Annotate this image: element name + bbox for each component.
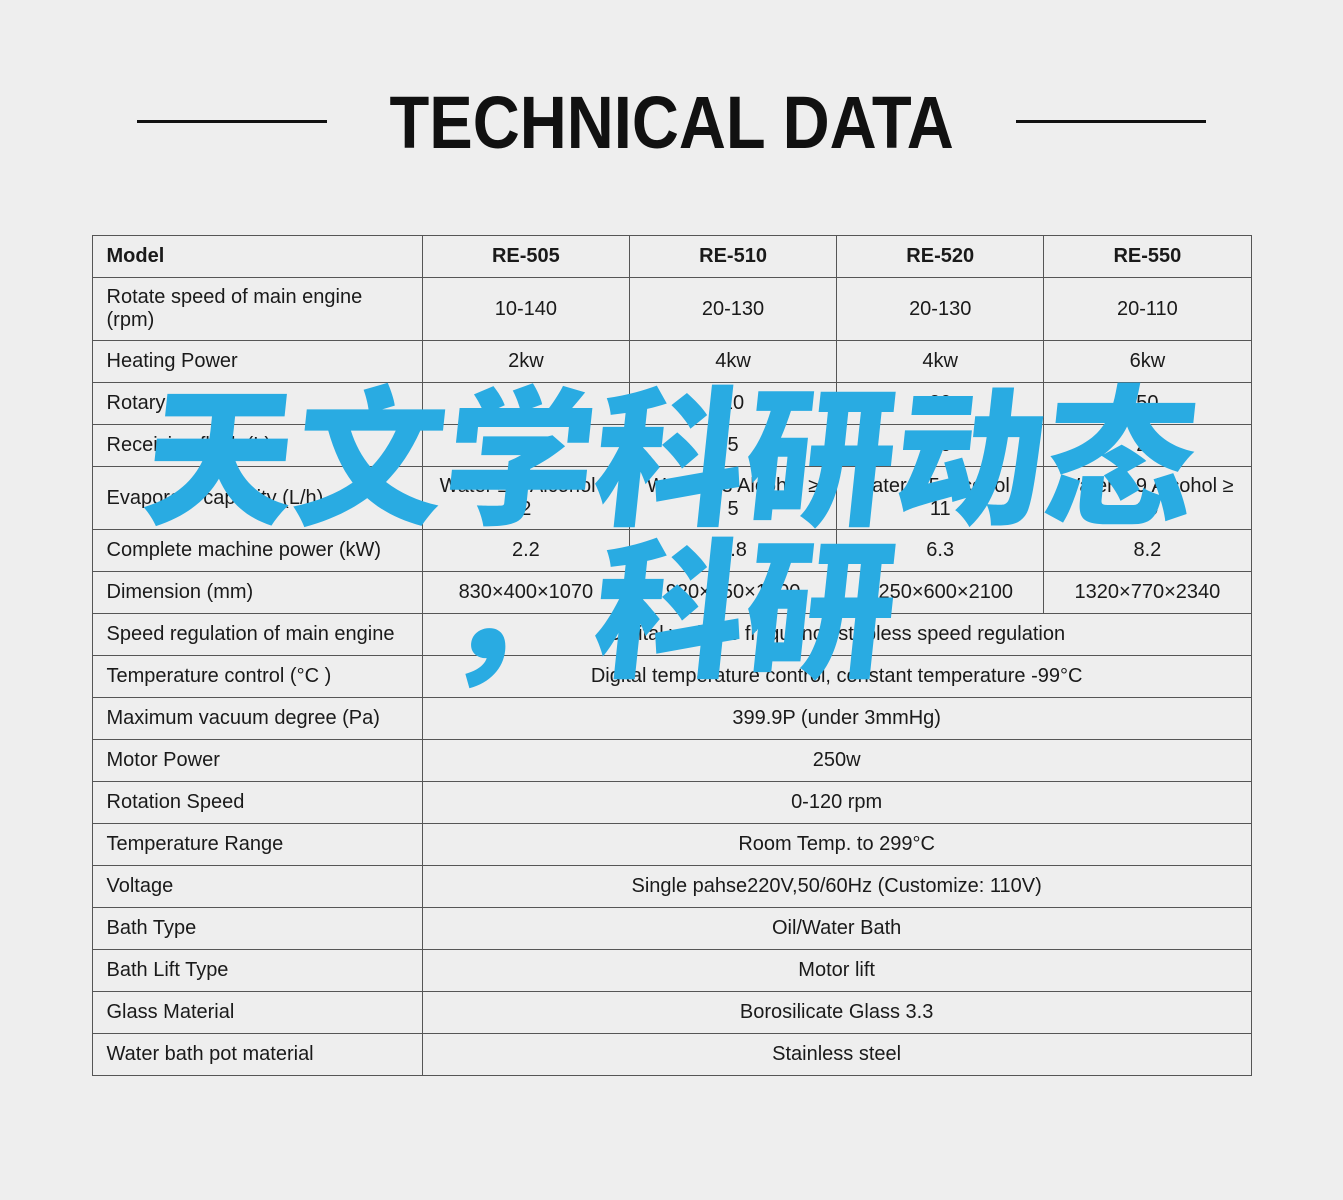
row-cell: Water ≥ 3 Alcohol ≥ 5	[629, 467, 836, 530]
row-label: Bath Lift Type	[92, 950, 422, 992]
row-cell: 20-110	[1044, 278, 1251, 341]
row-cell: 6kw	[1044, 341, 1251, 383]
row-label: Heating Power	[92, 341, 422, 383]
row-span-value: Room Temp. to 299°C	[422, 824, 1251, 866]
row-span-value: Borosilicate Glass 3.3	[422, 992, 1251, 1034]
row-cell: 8.2	[1044, 530, 1251, 572]
table-row: Evaporate capacity (L/h)Water ≥ 1 Alcoho…	[92, 467, 1251, 530]
row-cell: 20-130	[837, 278, 1044, 341]
table-row: Motor Power250w	[92, 740, 1251, 782]
row-cell: 830×400×1070	[422, 572, 629, 614]
table-row: Heating Power2kw4kw4kw6kw	[92, 341, 1251, 383]
title-row: TECHNICAL DATA	[0, 80, 1343, 165]
row-span-value: 399.9P (under 3mmHg)	[422, 698, 1251, 740]
page-container: TECHNICAL DATA Model RE-505 RE-510 RE-52…	[0, 0, 1343, 1200]
row-label: Temperature Range	[92, 824, 422, 866]
table-header-row: Model RE-505 RE-510 RE-520 RE-550	[92, 236, 1251, 278]
row-label: Maximum vacuum degree (Pa)	[92, 698, 422, 740]
row-cell: 6.3	[837, 530, 1044, 572]
row-span-value: Stainless steel	[422, 1034, 1251, 1076]
row-label: Rotation Speed	[92, 782, 422, 824]
table-row: Receiving flask (L)351020	[92, 425, 1251, 467]
table-row: Maximum vacuum degree (Pa)399.9P (under …	[92, 698, 1251, 740]
row-cell: 4kw	[629, 341, 836, 383]
row-label: Evaporate capacity (L/h)	[92, 467, 422, 530]
row-cell: 1320×770×2340	[1044, 572, 1251, 614]
header-col: RE-510	[629, 236, 836, 278]
row-cell: 20	[837, 383, 1044, 425]
row-label: Motor Power	[92, 740, 422, 782]
row-cell: 5	[629, 425, 836, 467]
row-cell: 20-130	[629, 278, 836, 341]
header-col: RE-550	[1044, 236, 1251, 278]
row-label: Rotary flask (L)	[92, 383, 422, 425]
table-row: Bath Lift TypeMotor lift	[92, 950, 1251, 992]
row-span-value: Motor lift	[422, 950, 1251, 992]
table-row: Complete machine power (kW)2.24.86.38.2	[92, 530, 1251, 572]
row-cell: 920×550×1700	[629, 572, 836, 614]
header-col: RE-520	[837, 236, 1044, 278]
row-cell: 2.2	[422, 530, 629, 572]
spec-table: Model RE-505 RE-510 RE-520 RE-550 Rotate…	[92, 235, 1252, 1076]
table-row: Rotation Speed0-120 rpm	[92, 782, 1251, 824]
row-cell: 2kw	[422, 341, 629, 383]
spec-table-wrap: Model RE-505 RE-510 RE-520 RE-550 Rotate…	[92, 235, 1252, 1076]
header-col: RE-505	[422, 236, 629, 278]
row-label: Bath Type	[92, 908, 422, 950]
row-cell: Water ≥ 9 Alcohol ≥ 19	[1044, 467, 1251, 530]
row-span-value: Single pahse220V,50/60Hz (Customize: 110…	[422, 866, 1251, 908]
table-row: Temperature control (°C )Digital tempera…	[92, 656, 1251, 698]
row-cell: Water ≥ 1 Alcohol ≥ 2	[422, 467, 629, 530]
row-label: Dimension (mm)	[92, 572, 422, 614]
row-cell: 10-140	[422, 278, 629, 341]
table-row: Glass MaterialBorosilicate Glass 3.3	[92, 992, 1251, 1034]
row-cell: 50	[1044, 383, 1251, 425]
table-row: Temperature RangeRoom Temp. to 299°C	[92, 824, 1251, 866]
row-span-value: Digital temperature control, constant te…	[422, 656, 1251, 698]
row-cell: 10	[837, 425, 1044, 467]
table-row: Bath TypeOil/Water Bath	[92, 908, 1251, 950]
row-span-value: 250w	[422, 740, 1251, 782]
row-label: Voltage	[92, 866, 422, 908]
row-cell: 3	[422, 425, 629, 467]
row-span-value: Oil/Water Bath	[422, 908, 1251, 950]
header-label: Model	[92, 236, 422, 278]
row-cell: 10	[629, 383, 836, 425]
row-label: Receiving flask (L)	[92, 425, 422, 467]
row-span-value: Digital variable frequency stepless spee…	[422, 614, 1251, 656]
row-label: Temperature control (°C )	[92, 656, 422, 698]
table-row: Speed regulation of main engineDigital v…	[92, 614, 1251, 656]
row-span-value: 0-120 rpm	[422, 782, 1251, 824]
page-title: TECHNICAL DATA	[389, 80, 953, 165]
table-row: Water bath pot materialStainless steel	[92, 1034, 1251, 1076]
row-cell: 1250×600×2100	[837, 572, 1044, 614]
row-cell: 4.8	[629, 530, 836, 572]
rule-left-icon	[137, 120, 327, 126]
row-cell: 20	[1044, 425, 1251, 467]
row-label: Water bath pot material	[92, 1034, 422, 1076]
row-cell: 4kw	[837, 341, 1044, 383]
row-label: Complete machine power (kW)	[92, 530, 422, 572]
rule-right-icon	[1016, 120, 1206, 126]
row-cell: 5	[422, 383, 629, 425]
row-label: Speed regulation of main engine	[92, 614, 422, 656]
table-row: Dimension (mm)830×400×1070920×550×170012…	[92, 572, 1251, 614]
row-label: Rotate speed of main engine (rpm)	[92, 278, 422, 341]
table-row: VoltageSingle pahse220V,50/60Hz (Customi…	[92, 866, 1251, 908]
row-label: Glass Material	[92, 992, 422, 1034]
table-row: Rotary flask (L)5102050	[92, 383, 1251, 425]
table-row: Rotate speed of main engine (rpm)10-1402…	[92, 278, 1251, 341]
row-cell: Water ≥ 5 Alcohol ≥ 11	[837, 467, 1044, 530]
